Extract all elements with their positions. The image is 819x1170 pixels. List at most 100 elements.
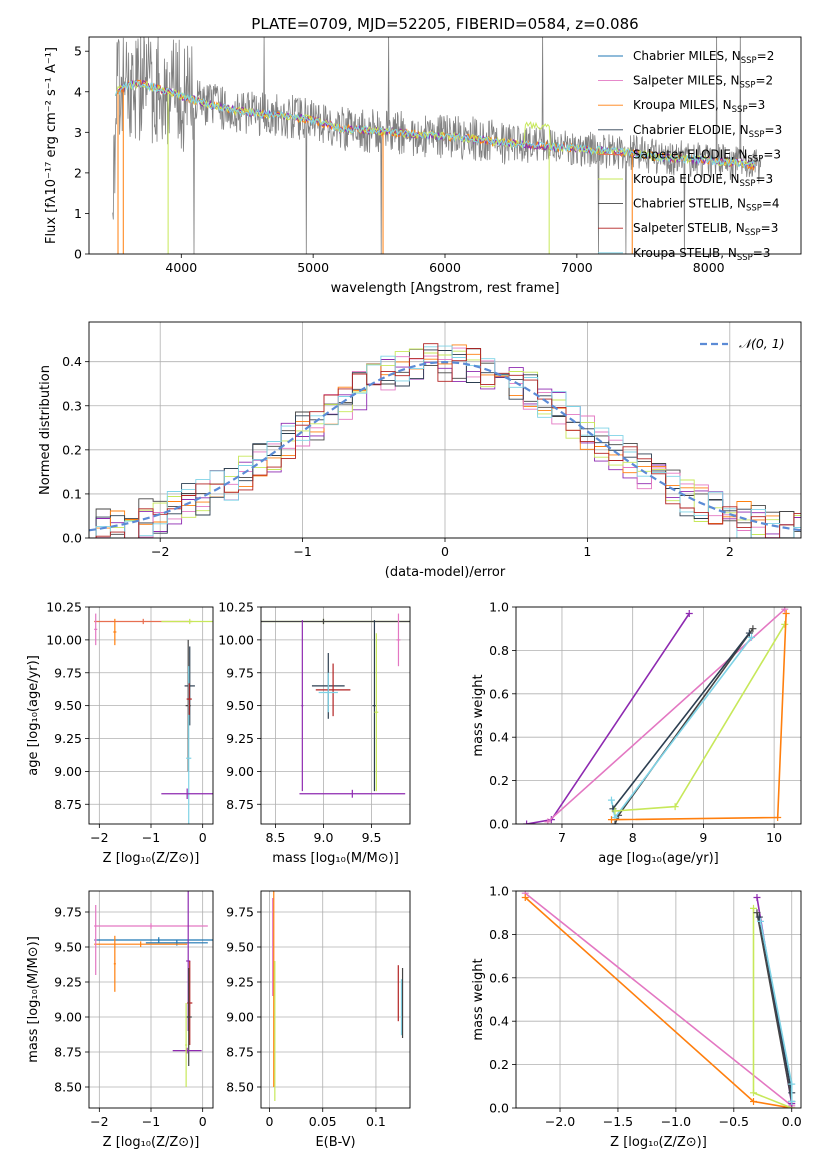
- weight-marker: [750, 904, 757, 912]
- y-tick-label: 9.25: [54, 975, 82, 990]
- y-tick-label: 0.2: [62, 442, 82, 457]
- y-tick-label: 9.00: [226, 764, 254, 779]
- y-tick-label: 9.50: [226, 940, 254, 955]
- y-tick-label: 3: [74, 125, 82, 140]
- y-tick-label: 10.25: [46, 600, 82, 615]
- legend: 𝒩(0, 1): [700, 336, 785, 351]
- y-axis-label: Normed distribution: [38, 365, 53, 495]
- x-tick-label: 0.1: [366, 1114, 386, 1129]
- x-tick-label: −1.0: [661, 1114, 691, 1129]
- weight-series-line: [752, 908, 792, 1108]
- plot-area: [112, 37, 762, 254]
- y-tick-label: 8.75: [226, 797, 254, 812]
- errorbar-point: [94, 937, 213, 943]
- y-tick-label: 0.0: [489, 1101, 509, 1116]
- x-tick-label: 5000: [297, 260, 329, 275]
- y-tick-label: 8.75: [54, 797, 82, 812]
- x-axis-label: (data-model)/error: [385, 565, 506, 580]
- x-tick-label: 8.5: [265, 830, 285, 845]
- y-tick-label: 10.00: [46, 632, 82, 647]
- y-tick-label: 9.75: [226, 905, 254, 920]
- weight-marker: [611, 820, 619, 824]
- histogram-step: [89, 347, 801, 538]
- y-axis-label: mass [log₁₀(M/M⊙)]: [26, 936, 41, 1063]
- x-tick-label: 9: [699, 830, 707, 845]
- weight-marker: [611, 807, 619, 815]
- y-tick-label: 0.0: [489, 817, 509, 832]
- x-tick-label: 8: [629, 830, 637, 845]
- weight-marker: [544, 818, 552, 824]
- x-tick-label: 0.0: [782, 1114, 802, 1129]
- errorbar-point: [187, 961, 193, 1045]
- x-tick-label: −2: [151, 544, 169, 559]
- plot-area: [521, 891, 796, 1108]
- y-tick-label: 10.25: [218, 600, 254, 615]
- weight-marker: [756, 917, 764, 925]
- y-tick-label: 9.50: [54, 698, 82, 713]
- errorbar-point: [94, 923, 208, 929]
- y-tick-label: 9.00: [226, 1010, 254, 1025]
- y-tick-label: 9.00: [54, 764, 82, 779]
- legend-entry: 𝒩(0, 1): [739, 336, 785, 351]
- y-tick-label: 1.0: [489, 884, 509, 899]
- axes-frame: [260, 606, 411, 825]
- y-tick-label: 10.00: [218, 632, 254, 647]
- errorbar-point: [161, 618, 213, 625]
- errorbar-point: [94, 613, 98, 646]
- y-tick-label: 0.8: [489, 927, 509, 942]
- y-tick-label: 9.75: [54, 905, 82, 920]
- y-tick-label: 8.50: [226, 1080, 254, 1095]
- legend-entry: Chabrier STELIB, NSSP=4: [633, 197, 780, 214]
- weight-marker: [685, 610, 693, 618]
- weight-marker: [607, 796, 615, 804]
- x-tick-label: 10: [766, 830, 782, 845]
- chart-weight-vs-Z: −2.0 −1.5 −1.0 −0.5 0.0 0.0 0.2 0.4 0.6 0.8 1.0 Z […: [471, 884, 802, 1151]
- chart-mass-vs-Z: −2 −1 0 8.50 8.75 9.00 9.25 9.50 9.75 Z [log₁₀(Z/…: [26, 890, 214, 1150]
- chart-residuals: 𝒩(0, 1) −2 −1 0 1 2 0.0 0.1 0.2 0.3 0.4 (data-model…: [38, 321, 802, 580]
- weight-marker: [755, 913, 763, 921]
- x-tick-label: −1: [142, 1114, 160, 1129]
- y-tick-label: 9.25: [226, 975, 254, 990]
- x-tick-label: 1: [583, 544, 591, 559]
- weight-series-line: [526, 613, 690, 824]
- y-tick-label: 9.25: [54, 731, 82, 746]
- legend-entry: Chabrier ELODIE, NSSP=3: [633, 123, 782, 140]
- errorbar-point: [113, 618, 117, 646]
- figure-title: PLATE=0709, MJD=52205, FIBERID=0584, z=0…: [251, 15, 638, 33]
- y-tick-label: 8.75: [54, 1045, 82, 1060]
- x-tick-label: 7000: [561, 260, 593, 275]
- x-tick-label: 8000: [693, 260, 725, 275]
- y-tick-label: 5: [74, 44, 82, 59]
- x-tick-label: −2: [90, 830, 108, 845]
- plot-area: [89, 343, 801, 538]
- x-axis-label: mass [log₁₀(M/M⊙)]: [272, 851, 399, 866]
- y-tick-label: 9.75: [226, 665, 254, 680]
- y-tick-label: 8.75: [226, 1045, 254, 1060]
- x-tick-label: −1: [293, 544, 311, 559]
- legend-entry: Salpeter STELIB, NSSP=3: [633, 221, 778, 238]
- x-tick-label: 6000: [429, 260, 461, 275]
- weight-marker: [753, 894, 761, 902]
- y-tick-label: 0.3: [62, 398, 82, 413]
- histogram-step: [89, 343, 801, 538]
- plot-area: [272, 891, 404, 1101]
- weight-marker: [607, 816, 615, 824]
- weight-marker: [747, 633, 755, 641]
- y-tick-label: 9.50: [226, 698, 254, 713]
- errorbar-point: [372, 620, 377, 792]
- errorbar-point: [94, 941, 188, 947]
- x-tick-label: 0: [266, 1114, 274, 1129]
- y-tick-label: 9.50: [54, 940, 82, 955]
- x-tick-label: 7: [558, 830, 566, 845]
- legend-entry: Kroupa MILES, NSSP=3: [633, 98, 765, 115]
- errorbar-point: [318, 672, 338, 713]
- x-tick-label: −2: [90, 1114, 108, 1129]
- spectrum-data-line: [112, 37, 762, 254]
- y-tick-label: 0.4: [489, 1014, 509, 1029]
- x-tick-label: 0: [199, 1114, 207, 1129]
- legend-entry: Kroupa ELODIE, NSSP=3: [633, 172, 773, 189]
- y-tick-label: 8.50: [54, 1080, 82, 1095]
- y-tick-label: 0.6: [489, 686, 509, 701]
- x-tick-label: 9.5: [362, 830, 382, 845]
